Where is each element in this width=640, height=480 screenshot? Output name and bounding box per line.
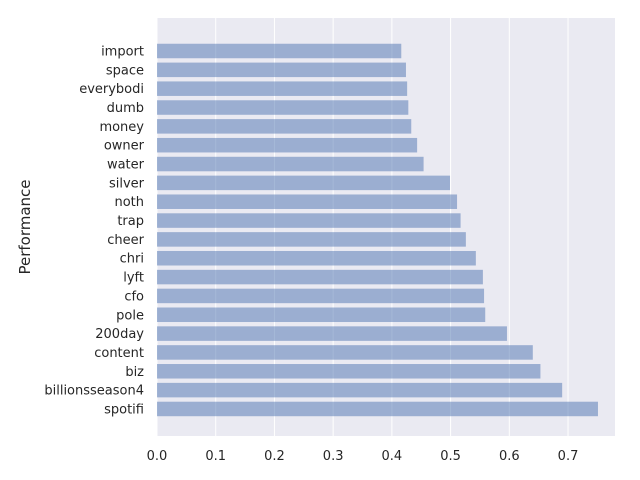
bar-money (157, 119, 412, 134)
bar-silver (157, 175, 451, 191)
x-tick-label: 0.0 (147, 449, 168, 464)
y-tick-label: biz (125, 365, 144, 380)
y-tick-label: water (107, 158, 145, 173)
x-tick-label: 0.7 (558, 449, 579, 464)
y-axis-label: Performance (16, 179, 34, 274)
bars (157, 43, 598, 417)
y-tick-labels: import space everybodi dumb money owner water s… (44, 45, 144, 418)
bar-pole (157, 307, 486, 323)
bar-200day (157, 326, 507, 341)
y-tick-label: 200day (95, 327, 144, 342)
y-tick-label: chri (120, 252, 144, 267)
bar-lyft (157, 269, 483, 285)
x-tick-label: 0.1 (205, 449, 226, 464)
bar-spotifi (157, 401, 598, 417)
y-tick-label: content (94, 346, 144, 361)
y-tick-label: pole (116, 308, 144, 323)
bar-billionsseason4 (157, 382, 563, 398)
bar-owner (157, 137, 418, 153)
y-tick-label: space (106, 63, 144, 78)
x-tick-label: 0.4 (382, 449, 403, 464)
y-tick-label: silver (109, 176, 145, 191)
bar-dumb (157, 100, 409, 115)
y-tick-label: cheer (107, 233, 144, 248)
bar-cfo (157, 288, 485, 304)
bar-water (157, 156, 424, 172)
y-tick-label: billionsseason4 (44, 384, 144, 399)
bar-trap (157, 213, 461, 228)
y-tick-label: import (101, 45, 144, 60)
bar-content (157, 345, 533, 360)
x-tick-labels: 0.0 0.1 0.2 0.3 0.4 0.5 0.6 0.7 (147, 449, 579, 464)
y-tick-label: dumb (107, 101, 144, 116)
y-tick-label: money (99, 120, 144, 135)
x-tick-label: 0.3 (323, 449, 344, 464)
bar-space (157, 62, 406, 78)
y-tick-label: spotifi (104, 402, 144, 417)
y-tick-label: owner (104, 139, 145, 154)
x-tick-label: 0.2 (264, 449, 285, 464)
x-tick-label: 0.5 (440, 449, 461, 464)
y-tick-label: trap (117, 214, 144, 229)
y-tick-label: noth (114, 195, 144, 210)
bar-chri (157, 250, 476, 266)
bar-cheer (157, 232, 466, 247)
y-tick-label: cfo (124, 289, 144, 304)
bar-import (157, 43, 402, 59)
bar-everybodi (157, 81, 408, 96)
y-tick-label: everybodi (79, 82, 144, 97)
bar-biz (157, 364, 541, 379)
y-tick-label: lyft (123, 271, 144, 286)
bar-noth (157, 194, 458, 209)
x-tick-label: 0.6 (499, 449, 520, 464)
